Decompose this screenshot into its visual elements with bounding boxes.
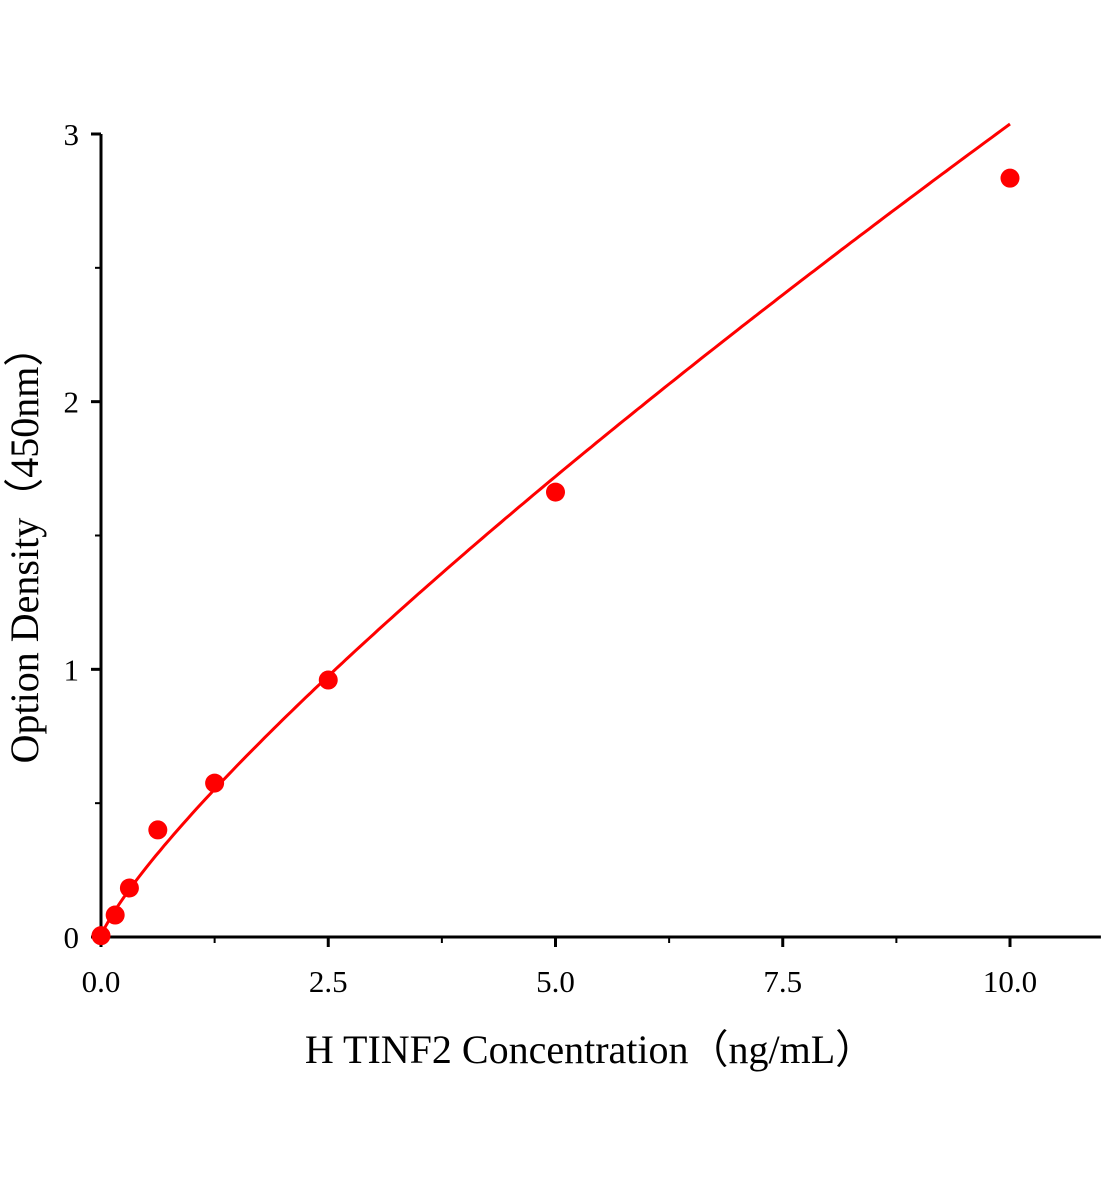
fit-curve — [99, 122, 1011, 938]
x-tick-label: 7.5 — [763, 964, 802, 999]
x-tick-label: 10.0 — [983, 964, 1037, 999]
y-tick-label: 2 — [64, 385, 80, 420]
y-tick-label: 1 — [64, 652, 80, 687]
data-point — [205, 773, 225, 793]
data-point — [546, 482, 565, 502]
data-point — [148, 820, 168, 840]
axes — [91, 132, 1101, 947]
tick-labels: 0.0 2.5 5.0 7.5 10.0 0 1 2 3 — [64, 117, 1038, 999]
y-tick-label: 0 — [64, 920, 80, 955]
y-axis-title: Option Density（450nm） — [2, 327, 47, 764]
data-point — [119, 878, 139, 898]
x-tick-label: 2.5 — [309, 964, 348, 999]
data-point — [1000, 168, 1020, 188]
data-point — [91, 926, 111, 946]
x-axis-title: H TINF2 Concentration（ng/mL） — [305, 1027, 875, 1072]
y-tick-label: 3 — [64, 117, 80, 152]
x-tick-label: 5.0 — [536, 964, 575, 999]
data-point — [105, 905, 125, 925]
data-point — [318, 670, 338, 690]
x-tick-label: 0.0 — [82, 964, 121, 999]
data-points — [91, 168, 1020, 946]
